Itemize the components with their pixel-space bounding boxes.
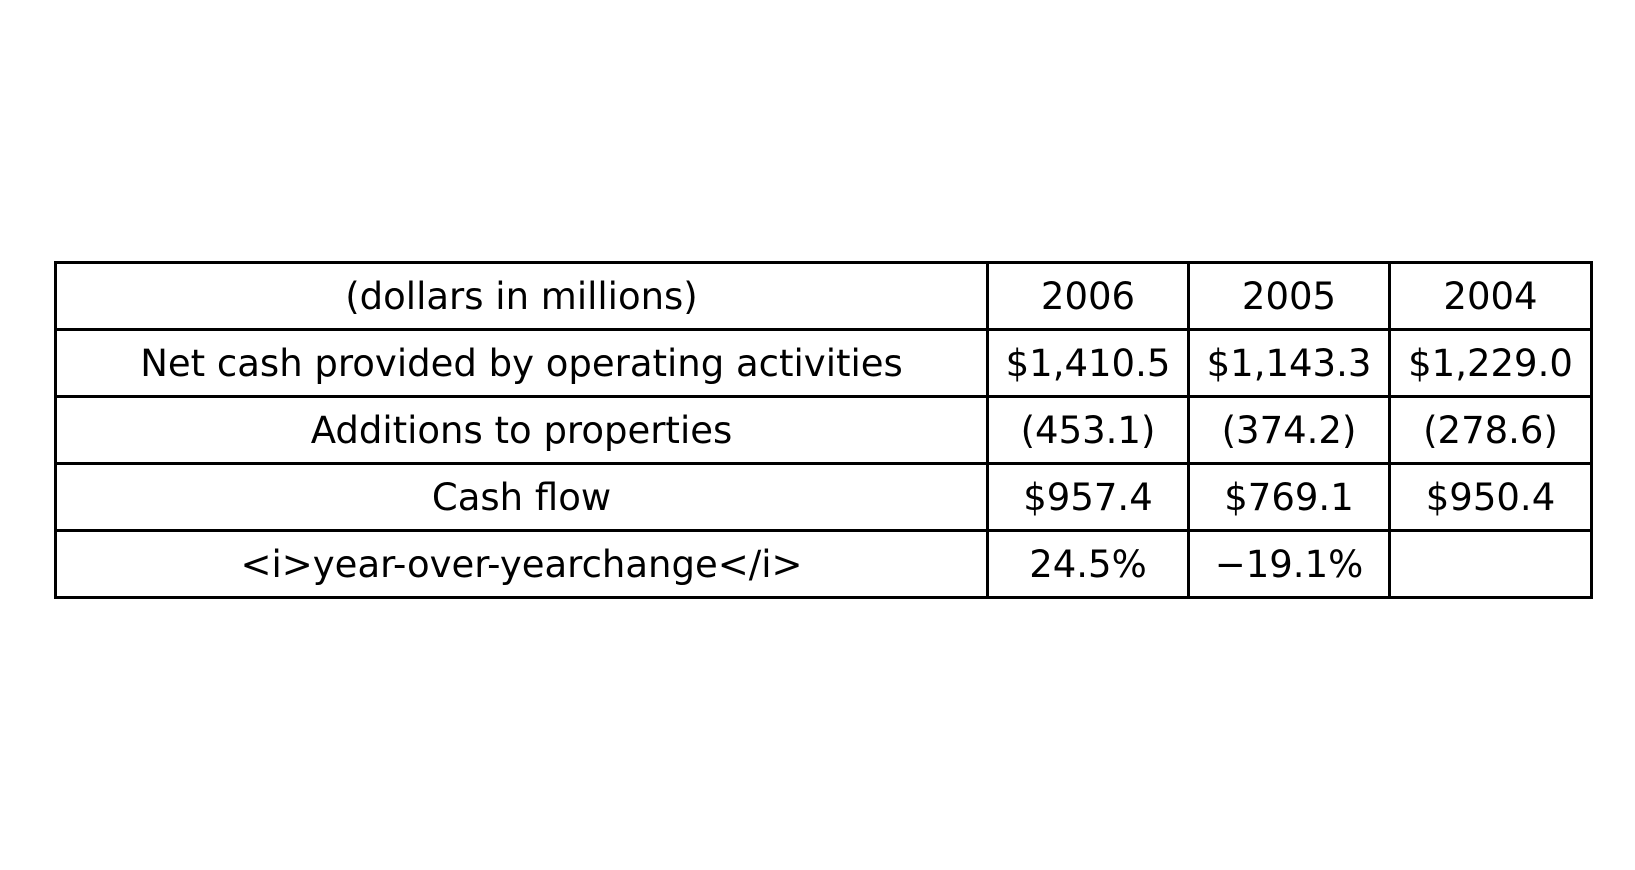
table-row: <i>year-over-yearchange</i> 24.5% −19.1%: [54, 529, 1593, 599]
table-cell: (374.2): [1187, 395, 1391, 465]
row-label: Additions to properties: [54, 395, 989, 465]
row-label: <i>year-over-yearchange</i>: [54, 529, 989, 599]
row-label: Net cash provided by operating activitie…: [54, 328, 989, 398]
table-header-row: (dollars in millions) 2006 2005 2004: [54, 261, 1593, 331]
header-cell-2004: 2004: [1388, 261, 1593, 331]
table-row: Cash flow $957.4 $769.1 $950.4: [54, 462, 1593, 532]
table-cell: $1,410.5: [986, 328, 1190, 398]
table-cell: (278.6): [1388, 395, 1593, 465]
table-cell: (453.1): [986, 395, 1190, 465]
table-cell: [1388, 529, 1593, 599]
table-cell: $1,229.0: [1388, 328, 1593, 398]
table-row: Additions to properties (453.1) (374.2) …: [54, 395, 1593, 465]
row-label: Cash flow: [54, 462, 989, 532]
cash-flow-table: (dollars in millions) 2006 2005 2004 Net…: [54, 261, 1593, 599]
header-cell-units: (dollars in millions): [54, 261, 989, 331]
table-cell: $957.4: [986, 462, 1190, 532]
table-cell: $950.4: [1388, 462, 1593, 532]
table-cell: $1,143.3: [1187, 328, 1391, 398]
header-cell-2005: 2005: [1187, 261, 1391, 331]
table-row: Net cash provided by operating activitie…: [54, 328, 1593, 398]
table-cell: −19.1%: [1187, 529, 1391, 599]
table-cell: 24.5%: [986, 529, 1190, 599]
table-cell: $769.1: [1187, 462, 1391, 532]
header-cell-2006: 2006: [986, 261, 1190, 331]
cash-flow-table-container: (dollars in millions) 2006 2005 2004 Net…: [54, 261, 1593, 599]
